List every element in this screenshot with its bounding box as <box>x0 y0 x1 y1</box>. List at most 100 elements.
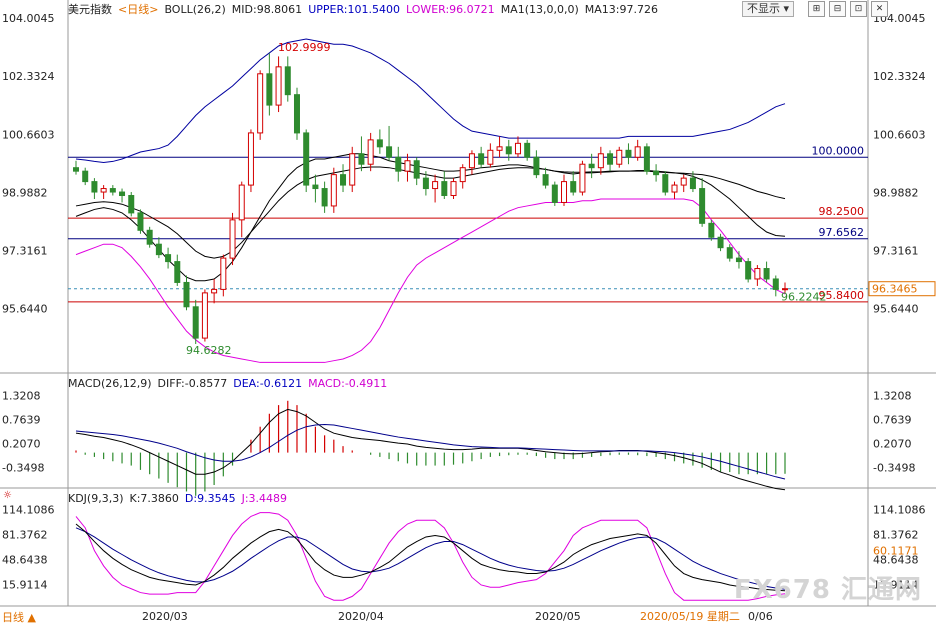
current-price-tag-box <box>868 281 936 297</box>
candle-body <box>533 156 540 176</box>
layout-icon[interactable]: ⊞ <box>808 1 825 17</box>
footer-period-button[interactable]: 日线 ▲ <box>2 611 36 624</box>
candle-body <box>82 170 89 183</box>
candle-body <box>312 184 319 190</box>
candle-body <box>616 149 623 165</box>
candle-body <box>763 268 770 280</box>
footer-date: 2020/05/19 星期二 <box>640 610 740 623</box>
candle-body <box>349 153 356 186</box>
candle-body <box>634 146 641 158</box>
ma13-line <box>75 153 786 282</box>
candle-body <box>745 261 752 280</box>
candle-body <box>211 288 218 294</box>
macd-tick-right: -0.3498 <box>873 462 915 475</box>
close-icon[interactable]: ✕ <box>871 1 888 17</box>
macd-diff: DIFF:-0.8577 <box>157 377 228 390</box>
candle-body <box>155 243 162 256</box>
level-label: 100.0000 <box>812 144 865 157</box>
candle-body <box>422 177 429 190</box>
candle-body <box>220 257 227 290</box>
kdj-title: KDJ(9,3,3) <box>68 492 124 505</box>
kdj-tick-right: 114.1086 <box>873 503 926 516</box>
macd-dea-line <box>75 424 786 480</box>
candle-body <box>514 142 521 155</box>
hide-dropdown[interactable]: 不显示 ▾ <box>742 1 795 17</box>
price-tick-right: 102.3324 <box>873 70 926 83</box>
candle-body <box>699 188 706 224</box>
candle-body <box>146 229 153 245</box>
period-label[interactable]: <日线> <box>118 3 159 16</box>
candle-body <box>413 160 420 179</box>
candle-body <box>671 184 678 193</box>
price-tick-right: 100.6603 <box>873 128 926 141</box>
candle-body <box>450 181 457 197</box>
candle-body <box>247 132 254 186</box>
kdj-tick-right: 81.3762 <box>873 528 919 541</box>
boll-label: BOLL(26,2) <box>164 3 226 16</box>
macd-tick-left: 0.7639 <box>2 414 41 427</box>
kdj-tick-left: 15.9114 <box>2 578 48 591</box>
price-tick-left: 95.6440 <box>2 303 48 316</box>
boll-upper: UPPER:101.5400 <box>308 3 400 16</box>
low-label: 94.6282 <box>186 344 232 357</box>
level-label: 95.8400 <box>819 289 865 302</box>
zoom-icon[interactable]: ⊡ <box>850 1 867 17</box>
candle-body <box>229 219 236 259</box>
candle-body <box>100 188 107 193</box>
candle-body <box>772 278 779 290</box>
candle-body <box>441 181 448 197</box>
kdj-tick-right: 15.9114 <box>873 578 919 591</box>
price-tick-left: 104.0045 <box>2 12 55 25</box>
candle-body <box>643 146 650 172</box>
candle-body <box>551 184 558 203</box>
candle-body <box>257 73 264 134</box>
boll-lower: LOWER:96.0721 <box>405 3 495 16</box>
candle-body <box>505 146 512 155</box>
price-tick-left: 97.3161 <box>2 245 48 258</box>
candle-body <box>432 181 439 190</box>
candle-body <box>597 153 604 169</box>
kdj-tag: 60.1171 <box>873 545 919 558</box>
boll-lower-line <box>75 198 786 363</box>
footer-date: 2020/05 <box>535 610 581 623</box>
kdj-tick-left: 81.3762 <box>2 528 48 541</box>
candle-body <box>303 132 310 186</box>
kdj-header: KDJ(9,3,3) K:7.3860 D:9.3545 J:3.4489 <box>68 492 293 505</box>
kdj-d-line <box>75 527 786 590</box>
candle-body <box>561 181 568 203</box>
candle-body <box>284 66 291 96</box>
boll-upper-line <box>75 38 786 163</box>
kdj-j-line <box>75 512 786 601</box>
candle-body <box>330 174 337 207</box>
candle-body <box>165 254 172 263</box>
candle-body <box>266 73 273 106</box>
candle-body <box>496 146 503 151</box>
macd-header: MACD(26,12,9) DIFF:-0.8577 DEA:-0.6121 MACD… <box>68 377 393 390</box>
candle-body <box>293 94 300 134</box>
candle-body <box>524 142 531 158</box>
candle-body <box>192 306 199 339</box>
candle-body <box>662 174 669 193</box>
symbol-name: 美元指数 <box>68 3 112 16</box>
main-header: 美元指数 <日线> BOLL(26,2) MID:98.8061 UPPER:101.5… <box>68 1 664 17</box>
grid-icon[interactable]: ⊟ <box>829 1 846 17</box>
kdj-d: D:9.3545 <box>184 492 236 505</box>
candle-body <box>459 167 466 183</box>
price-tick-left: 100.6603 <box>2 128 55 141</box>
candle-body <box>386 146 393 158</box>
high-label: 102.9999 <box>278 41 331 54</box>
last-label: 96.2242 <box>781 291 827 304</box>
price-tick-left: 98.9882 <box>2 186 48 199</box>
price-tick-right: 98.9882 <box>873 186 919 199</box>
candle-body <box>73 167 79 172</box>
footer-date: 0/06 <box>748 610 773 623</box>
watermark: FX678 汇通网 <box>733 575 922 605</box>
macd-value: MACD:-0.4911 <box>308 377 388 390</box>
boll-mid-line <box>75 166 786 259</box>
level-label: 97.6562 <box>819 226 865 239</box>
level-label: 98.2500 <box>819 205 865 218</box>
kdj-k-line <box>75 523 786 592</box>
settings-icon[interactable]: ☼ <box>3 490 12 501</box>
candle-body <box>708 222 715 238</box>
candle-body <box>395 156 402 172</box>
